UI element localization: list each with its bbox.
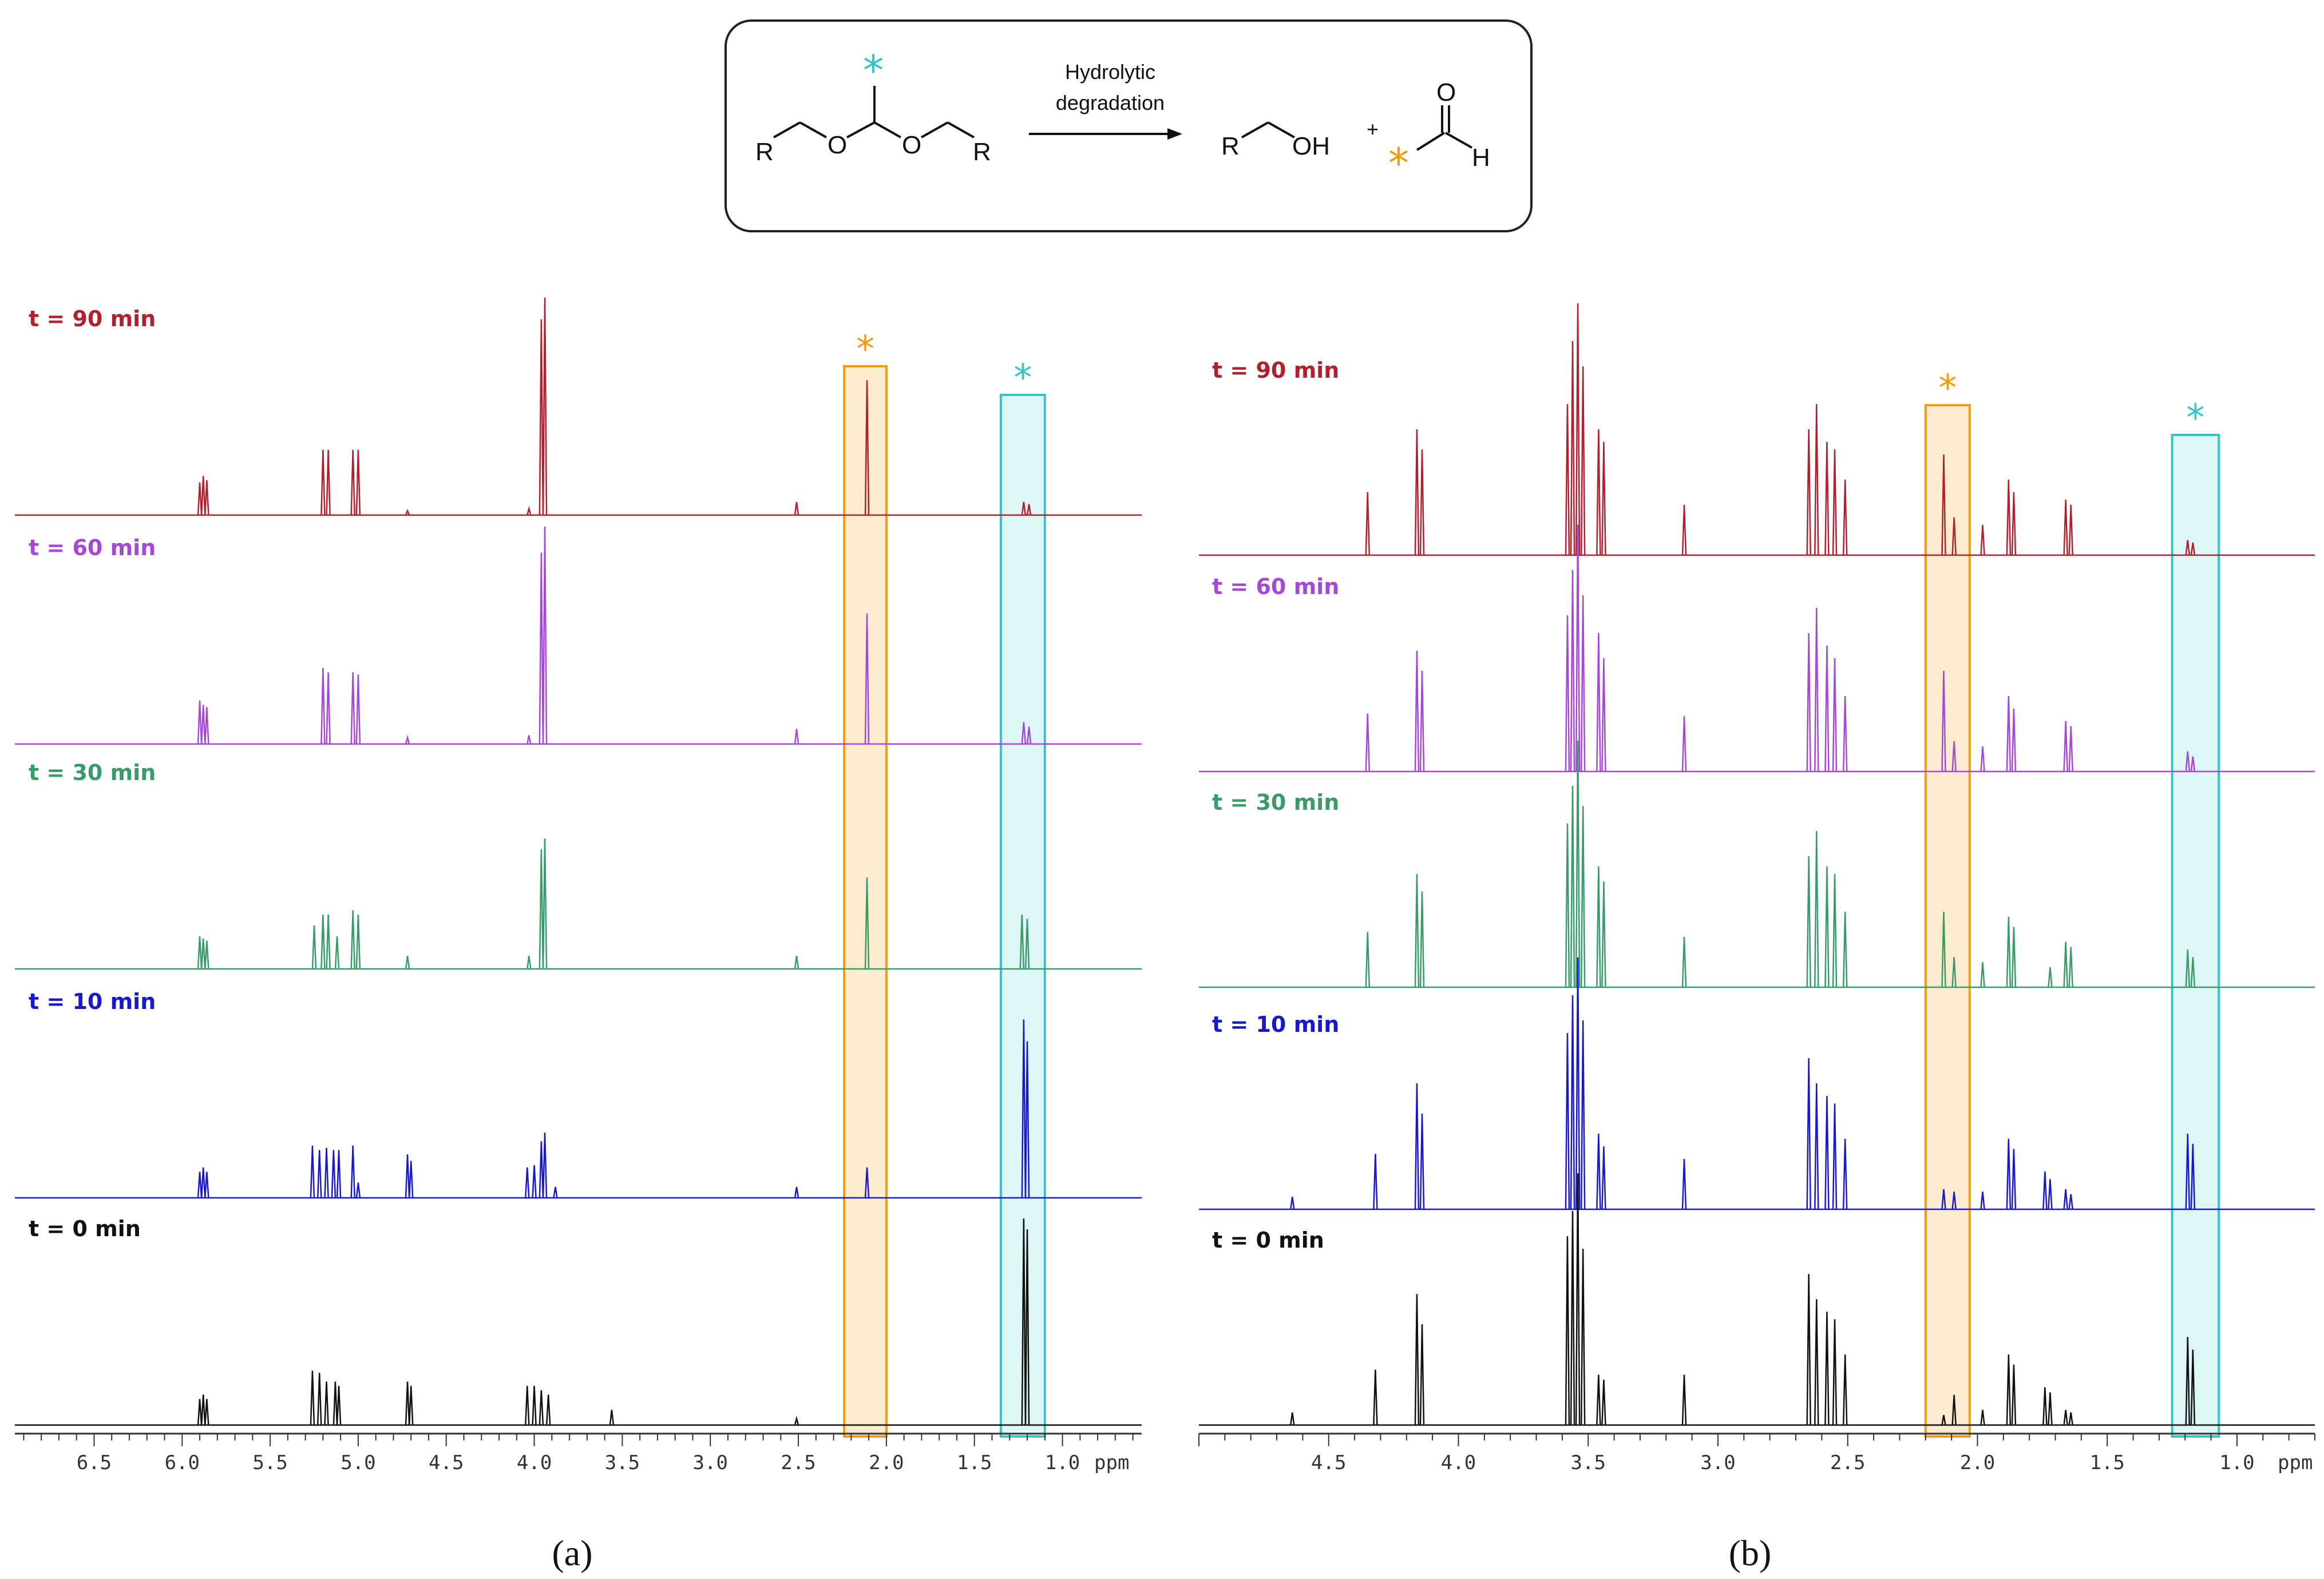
o-right-label: O: [902, 131, 921, 159]
x-tick-label: 3.5: [605, 1451, 640, 1474]
panel-a-chart: * * t = 90 min t = 60 min t = 30 min t = 10 m…: [15, 297, 1142, 1573]
x-tick-label: 3.0: [1700, 1451, 1735, 1474]
x-tick-label: 3.5: [1571, 1451, 1606, 1474]
spectrum-90min: [1199, 303, 2315, 556]
x-tick-label: 2.5: [1830, 1451, 1865, 1474]
r-left-label: R: [755, 138, 774, 166]
x-tick-label: 2.5: [781, 1451, 815, 1474]
ald-o-label: O: [1436, 78, 1456, 106]
series-label-30min: t = 30 min: [1212, 790, 1339, 815]
x-tick-label: 3.0: [693, 1451, 728, 1474]
series-label-90min: t = 90 min: [29, 306, 156, 331]
panel-label: (a): [552, 1533, 592, 1573]
aldehyde-marker-star: *: [1388, 139, 1409, 187]
series-label-10min: t = 10 min: [1212, 1012, 1339, 1037]
x-tick-label: 5.0: [341, 1451, 375, 1474]
arrow-label-line1: Hydrolytic: [1065, 60, 1155, 84]
aldehyde-structure: [1416, 105, 1472, 151]
x-tick-label: 4.0: [1441, 1451, 1476, 1474]
spectrum-60min: [15, 526, 1142, 745]
x-tick-label: 2.0: [1960, 1451, 1995, 1474]
x-axis-label: ppm: [2278, 1451, 2313, 1474]
x-tick-label: 1.5: [957, 1451, 992, 1474]
plus-sign: +: [1367, 117, 1379, 141]
highlight-marker-acetal-CH3: *: [2186, 397, 2204, 440]
spectrum-60min: [1199, 524, 2315, 773]
highlight-marker-acetal-CH3: *: [1013, 357, 1032, 399]
series-label-10min: t = 10 min: [29, 989, 156, 1014]
spectrum-30min: [1199, 740, 2315, 988]
series-label-30min: t = 30 min: [29, 760, 156, 785]
panel-b-chart: * * t = 90 min t = 60 min t = 30 min t = 10 m…: [1198, 303, 2315, 1573]
highlight-marker-aldehyde-CH3: *: [1938, 367, 1957, 410]
ald-h-label: H: [1472, 144, 1490, 172]
series-label-90min: t = 90 min: [1212, 358, 1339, 383]
prod-r-label: R: [1221, 132, 1240, 160]
panel-label: (b): [1729, 1533, 1772, 1573]
x-axis-label: ppm: [1094, 1451, 1129, 1474]
x-tick-label: 1.5: [2089, 1451, 2124, 1474]
acetal-structure: [773, 86, 975, 138]
spectrum-10min: [1199, 957, 2315, 1210]
prod-oh-label: OH: [1292, 132, 1330, 160]
spectrum-90min: [15, 297, 1142, 516]
reaction-scheme: R O O R * Hydrolytic degradation R OH + …: [724, 19, 1533, 232]
alcohol-structure: [1241, 121, 1295, 138]
spectrum-30min: [15, 838, 1142, 970]
scheme-box: [724, 19, 1533, 232]
spectrum-0min: [1199, 1173, 2315, 1426]
x-tick-label: 1.0: [1045, 1451, 1080, 1474]
x-tick-label: 6.0: [165, 1451, 200, 1474]
x-tick-label: 4.5: [1311, 1451, 1346, 1474]
spectrum-0min: [15, 1218, 1142, 1426]
x-tick-label: 4.0: [517, 1451, 552, 1474]
o-left-label: O: [828, 131, 847, 159]
arrow-label-line2: degradation: [1056, 91, 1165, 114]
highlight-marker-aldehyde-CH3: *: [856, 329, 874, 371]
highlight-box-acetal-CH3: [2171, 434, 2220, 1438]
r-right-label: R: [973, 138, 991, 166]
acetal-marker-star: *: [863, 46, 884, 94]
x-tick-label: 6.5: [77, 1451, 112, 1474]
series-label-0min: t = 0 min: [29, 1216, 141, 1241]
series-label-0min: t = 0 min: [1212, 1228, 1324, 1253]
x-tick-label: 1.0: [2219, 1451, 2254, 1474]
series-label-60min: t = 60 min: [1212, 574, 1339, 599]
x-tick-label: 2.0: [869, 1451, 904, 1474]
series-label-60min: t = 60 min: [29, 535, 156, 560]
reaction-arrow: [1029, 128, 1182, 140]
spectrum-10min: [15, 1019, 1142, 1199]
x-tick-label: 5.5: [252, 1451, 287, 1474]
highlight-box-aldehyde-CH3: [1924, 404, 1971, 1438]
x-tick-label: 4.5: [429, 1451, 464, 1474]
highlight-box-aldehyde-CH3: [843, 365, 888, 1438]
